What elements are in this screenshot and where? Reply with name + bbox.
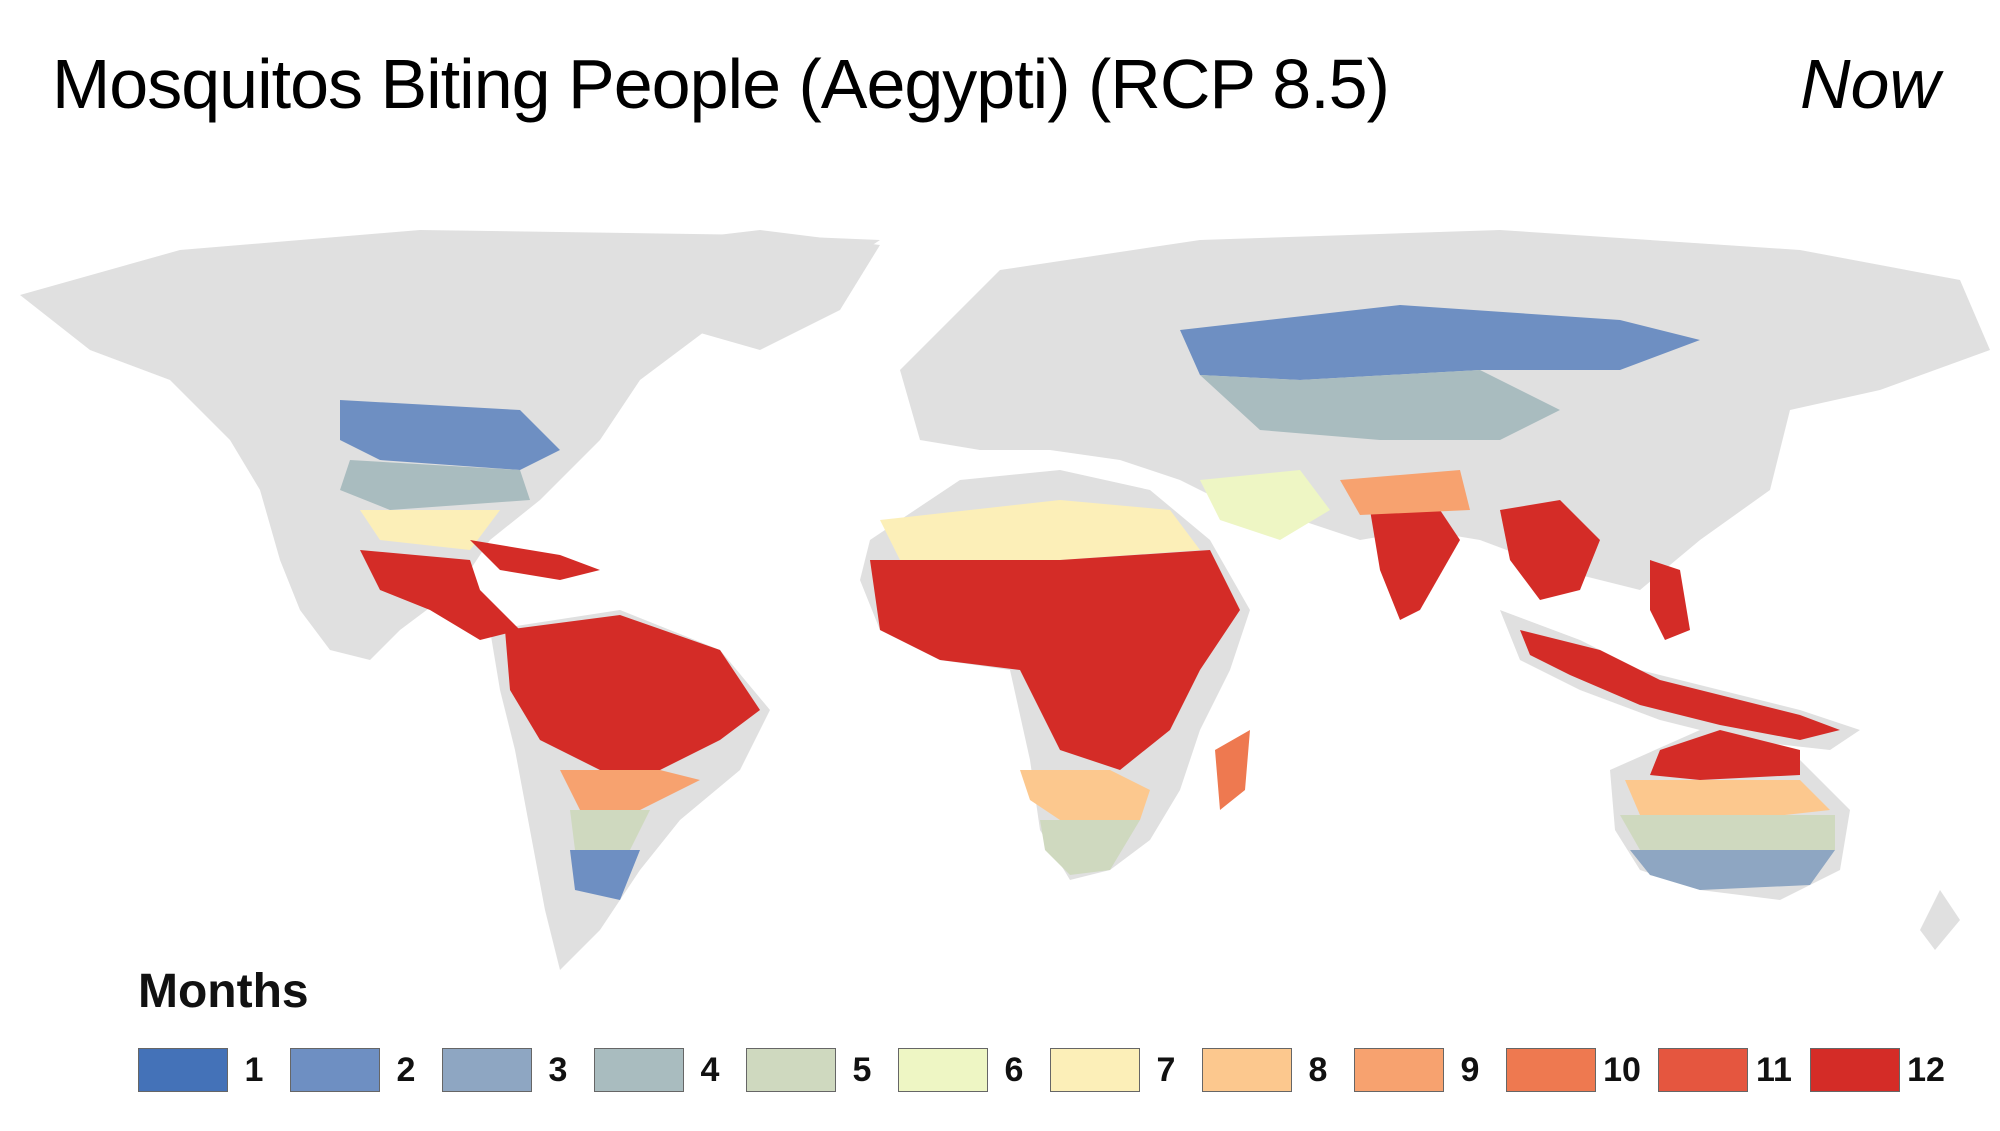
- legend-item: 4: [594, 1048, 736, 1092]
- legend-item: 9: [1354, 1048, 1496, 1092]
- map-title: Mosquitos Biting People (Aegypti) (RCP 8…: [52, 45, 1390, 123]
- af-band-12: [870, 550, 1240, 770]
- legend-item: 12: [1810, 1048, 1952, 1092]
- legend-swatch: [1354, 1048, 1444, 1092]
- greenland-land: [590, 230, 880, 350]
- legend-swatch: [290, 1048, 380, 1092]
- legend-item: 7: [1050, 1048, 1192, 1092]
- legend-swatch: [594, 1048, 684, 1092]
- af-band-7: [880, 500, 1200, 560]
- legend-item: 6: [898, 1048, 1040, 1092]
- legend-swatch: [138, 1048, 228, 1092]
- af-band-8: [1020, 770, 1150, 820]
- sa-band-5: [570, 810, 650, 850]
- time-period-label: Now: [1799, 45, 1940, 123]
- legend-swatch: [1658, 1048, 1748, 1092]
- asia-band-4: [1200, 370, 1560, 440]
- caribbean-band-12: [470, 540, 600, 580]
- legend-item: 1: [138, 1048, 280, 1092]
- legend-label: 4: [700, 1050, 720, 1089]
- legend-swatch: [442, 1048, 532, 1092]
- legend-swatch: [898, 1048, 988, 1092]
- legend: 1 2 3 4 5 6 7 8 9 10 11 12: [138, 1048, 1962, 1092]
- sa-band-9: [560, 770, 700, 810]
- ca-band-12: [360, 550, 520, 640]
- me-band-6: [1200, 470, 1330, 540]
- legend-item: 5: [746, 1048, 888, 1092]
- legend-label: 2: [396, 1050, 416, 1089]
- legend-swatch: [1506, 1048, 1596, 1092]
- legend-swatch: [1810, 1048, 1900, 1092]
- sa-band-2: [570, 850, 640, 900]
- legend-item: 10: [1506, 1048, 1648, 1092]
- philippines-band-12: [1650, 560, 1690, 640]
- legend-label: 8: [1308, 1050, 1328, 1089]
- au-band-8: [1625, 780, 1830, 820]
- seasia-band-12: [1500, 500, 1600, 600]
- india-band-12: [1370, 510, 1460, 620]
- legend-item: 11: [1658, 1048, 1800, 1092]
- au-band-12: [1650, 730, 1800, 780]
- na-band-7: [360, 510, 500, 550]
- legend-title: Months: [138, 965, 309, 1018]
- india-band-9: [1340, 470, 1470, 515]
- new-zealand-land: [1920, 890, 1960, 950]
- legend-item: 3: [442, 1048, 584, 1092]
- af-band-5: [1040, 820, 1140, 875]
- au-band-3: [1630, 850, 1835, 890]
- legend-swatch: [1202, 1048, 1292, 1092]
- legend-label: 12: [1907, 1050, 1945, 1089]
- legend-item: 2: [290, 1048, 432, 1092]
- indonesia-band-12: [1520, 630, 1840, 740]
- world-map-svg: [20, 230, 1990, 970]
- legend-label: 9: [1460, 1050, 1480, 1089]
- legend-label: 5: [852, 1050, 872, 1089]
- legend-label: 7: [1156, 1050, 1176, 1089]
- legend-label: 6: [1004, 1050, 1024, 1089]
- asia-band-2: [1180, 305, 1700, 380]
- au-band-5: [1620, 815, 1835, 860]
- sa-band-12: [505, 615, 760, 770]
- legend-label: 1: [244, 1050, 264, 1089]
- na-band-4: [340, 460, 530, 510]
- biting-months-bands: [340, 305, 1840, 900]
- legend-label: 10: [1603, 1050, 1641, 1089]
- na-band-2: [340, 400, 560, 470]
- legend-label: 11: [1756, 1050, 1792, 1089]
- madagascar-band-10: [1215, 730, 1250, 810]
- legend-swatch: [1050, 1048, 1140, 1092]
- world-map: [0, 210, 2000, 990]
- legend-item: 8: [1202, 1048, 1344, 1092]
- legend-swatch: [746, 1048, 836, 1092]
- legend-label: 3: [548, 1050, 568, 1089]
